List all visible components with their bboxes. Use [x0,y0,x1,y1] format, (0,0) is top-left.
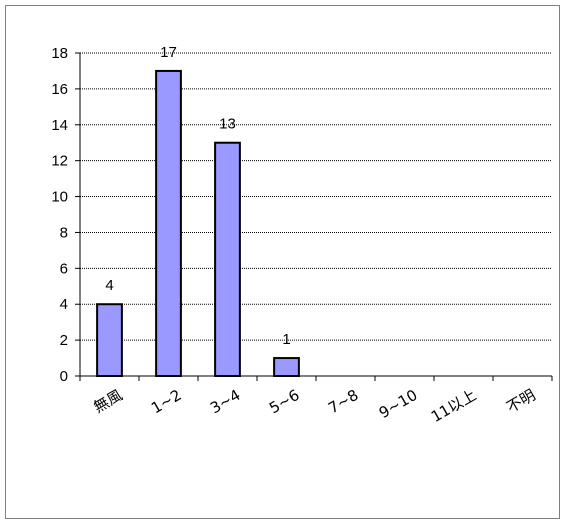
data-label: 1 [282,331,290,348]
x-tick-labels: 無風 1~2 3~4 5~6 7~8 9~10 11以上 不明 [91,386,539,426]
data-label: 4 [105,277,113,294]
axes [75,52,553,381]
x-tick-label: 5~6 [266,386,302,417]
chart-frame [5,5,560,519]
y-tick-label: 14 [51,117,68,134]
y-tick-label: 4 [60,296,68,313]
y-tick-label: 6 [60,260,68,277]
y-tick-label: 2 [60,332,68,349]
y-tick-label: 8 [60,224,68,241]
y-tick-label: 0 [60,368,68,385]
x-tick-label: 不明 [504,386,539,417]
x-tick-label: 7~8 [325,386,361,417]
y-tick-labels: 0 2 4 6 8 10 12 14 16 18 [51,45,68,385]
x-tick-label: 11以上 [428,386,480,426]
data-label: 13 [219,116,236,133]
bar-1 [155,69,182,377]
bar-2 [214,141,241,377]
y-tick-label: 16 [51,81,68,98]
gridlines [80,52,552,341]
data-labels: 4 17 13 1 [105,44,290,348]
x-tick-label: 3~4 [207,386,243,417]
x-tick-label: 1~2 [148,386,184,417]
x-tick-label: 無風 [91,386,126,417]
x-tick-label: 9~10 [376,386,421,422]
bar-0 [96,303,123,378]
bars [96,69,300,378]
y-tick-label: 10 [51,189,68,206]
y-tick-label: 12 [51,153,68,170]
data-label: 17 [160,44,177,61]
bar-3 [273,357,300,377]
y-tick-label: 18 [51,45,68,62]
